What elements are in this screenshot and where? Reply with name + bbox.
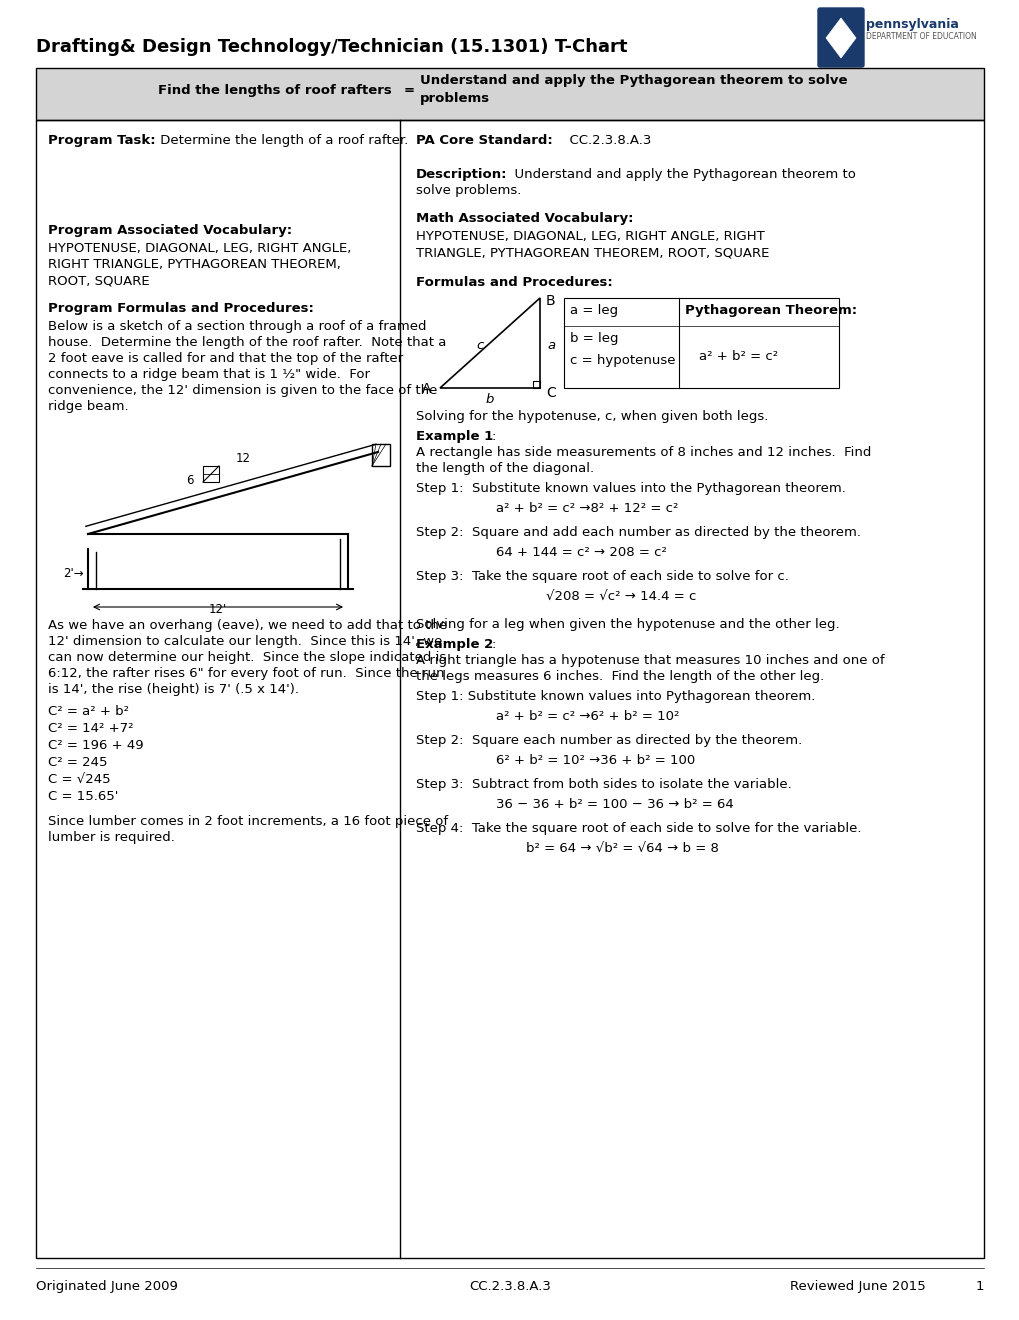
FancyBboxPatch shape (817, 8, 863, 67)
Text: ridge beam.: ridge beam. (48, 400, 128, 413)
Bar (36, 69, 983, 120)
Text: 2'→: 2'→ (63, 568, 84, 579)
Text: TRIANGLE, PYTHAGOREAN THEOREM, ROOT, SQUARE: TRIANGLE, PYTHAGOREAN THEOREM, ROOT, SQU… (416, 246, 768, 259)
Text: HYPOTENUSE, DIAGONAL, LEG, RIGHT ANGLE,: HYPOTENUSE, DIAGONAL, LEG, RIGHT ANGLE, (48, 242, 351, 255)
Text: Step 3:  Subtract from both sides to isolate the variable.: Step 3: Subtract from both sides to isol… (416, 777, 791, 791)
Text: CC.2.3.8.A.3: CC.2.3.8.A.3 (560, 135, 651, 147)
Text: Pythagorean Theorem:: Pythagorean Theorem: (685, 304, 856, 317)
Bar (564, 298, 839, 388)
Text: is 14', the rise (height) is 7' (.5 x 14').: is 14', the rise (height) is 7' (.5 x 14… (48, 682, 299, 696)
Text: A: A (422, 381, 431, 396)
Text: Solving for the hypotenuse, c, when given both legs.: Solving for the hypotenuse, c, when give… (416, 411, 767, 422)
Text: 36 − 36 + b² = 100 − 36 → b² = 64: 36 − 36 + b² = 100 − 36 → b² = 64 (495, 799, 733, 810)
Text: DEPARTMENT OF EDUCATION: DEPARTMENT OF EDUCATION (865, 32, 976, 41)
Text: Step 1: Substitute known values into Pythagorean theorem.: Step 1: Substitute known values into Pyt… (416, 690, 814, 704)
Text: CC.2.3.8.A.3: CC.2.3.8.A.3 (469, 1280, 550, 1294)
Text: convenience, the 12' dimension is given to the face of the: convenience, the 12' dimension is given … (48, 384, 437, 397)
Text: c: c (476, 339, 483, 352)
Text: Understand and apply the Pythagorean theorem to: Understand and apply the Pythagorean the… (505, 168, 855, 181)
Text: Understand and apply the Pythagorean theorem to solve: Understand and apply the Pythagorean the… (420, 74, 847, 87)
Text: Step 1:  Substitute known values into the Pythagorean theorem.: Step 1: Substitute known values into the… (416, 482, 845, 495)
Text: b: b (485, 393, 494, 407)
Text: :: : (491, 638, 496, 651)
Text: HYPOTENUSE, DIAGONAL, LEG, RIGHT ANGLE, RIGHT: HYPOTENUSE, DIAGONAL, LEG, RIGHT ANGLE, … (416, 230, 764, 243)
Text: Find the lengths of roof rafters: Find the lengths of roof rafters (158, 84, 391, 96)
Text: =: = (404, 84, 415, 96)
Text: the length of the diagonal.: the length of the diagonal. (416, 462, 593, 475)
Text: C: C (545, 385, 555, 400)
Text: problems: problems (420, 92, 490, 106)
Text: Program Associated Vocabulary:: Program Associated Vocabulary: (48, 224, 291, 238)
Text: Drafting& Design Technology/Technician (15.1301) T-Chart: Drafting& Design Technology/Technician (… (36, 38, 627, 55)
Text: connects to a ridge beam that is 1 ½" wide.  For: connects to a ridge beam that is 1 ½" wi… (48, 368, 370, 381)
Text: 1: 1 (974, 1280, 983, 1294)
Text: C² = a² + b²: C² = a² + b² (48, 705, 128, 718)
Text: Example 2: Example 2 (416, 638, 493, 651)
Text: Program Task:: Program Task: (48, 135, 156, 147)
Text: b = leg: b = leg (570, 333, 618, 345)
Text: 64 + 144 = c² → 208 = c²: 64 + 144 = c² → 208 = c² (495, 546, 666, 558)
Text: a² + b² = c² →6² + b² = 10²: a² + b² = c² →6² + b² = 10² (495, 710, 679, 723)
Text: ROOT, SQUARE: ROOT, SQUARE (48, 275, 150, 286)
Bar (372, 444, 389, 466)
Text: 12' dimension to calculate our length.  Since this is 14', we: 12' dimension to calculate our length. S… (48, 635, 442, 648)
Text: b² = 64 → √b² = √64 → b = 8: b² = 64 → √b² = √64 → b = 8 (526, 842, 718, 855)
Text: C = √245: C = √245 (48, 774, 110, 785)
Text: Step 4:  Take the square root of each side to solve for the variable.: Step 4: Take the square root of each sid… (416, 822, 861, 836)
Text: 12': 12' (209, 603, 227, 616)
Text: As we have an overhang (eave), we need to add that to the: As we have an overhang (eave), we need t… (48, 619, 446, 632)
Text: 6: 6 (185, 474, 194, 487)
Text: √208 = √c² → 14.4 = c: √208 = √c² → 14.4 = c (545, 590, 696, 603)
Text: solve problems.: solve problems. (416, 183, 521, 197)
Text: Solving for a leg when given the hypotenuse and the other leg.: Solving for a leg when given the hypoten… (416, 618, 839, 631)
Text: a² + b² = c² →8² + 12² = c²: a² + b² = c² →8² + 12² = c² (495, 502, 678, 515)
Text: A right triangle has a hypotenuse that measures 10 inches and one of: A right triangle has a hypotenuse that m… (416, 653, 883, 667)
Text: Step 2:  Square and add each number as directed by the theorem.: Step 2: Square and add each number as di… (416, 525, 860, 539)
Bar (203, 466, 219, 482)
Text: house.  Determine the length of the roof rafter.  Note that a: house. Determine the length of the roof … (48, 337, 446, 348)
Text: pennsylvania: pennsylvania (865, 18, 958, 30)
Text: lumber is required.: lumber is required. (48, 832, 174, 843)
Text: a = leg: a = leg (570, 304, 618, 317)
Text: PA Core Standard:: PA Core Standard: (416, 135, 552, 147)
Bar (36, 120, 983, 1258)
Text: Example 1: Example 1 (416, 430, 493, 444)
Text: C² = 196 + 49: C² = 196 + 49 (48, 739, 144, 752)
Text: C = 15.65': C = 15.65' (48, 789, 118, 803)
Text: Formulas and Procedures:: Formulas and Procedures: (416, 276, 612, 289)
Text: Math Associated Vocabulary:: Math Associated Vocabulary: (416, 213, 633, 224)
Text: Description:: Description: (416, 168, 507, 181)
Text: RIGHT TRIANGLE, PYTHAGOREAN THEOREM,: RIGHT TRIANGLE, PYTHAGOREAN THEOREM, (48, 257, 340, 271)
Text: 6:12, the rafter rises 6" for every foot of run.  Since the run: 6:12, the rafter rises 6" for every foot… (48, 667, 444, 680)
Text: c = hypotenuse: c = hypotenuse (570, 354, 675, 367)
Text: a² + b² = c²: a² + b² = c² (698, 350, 777, 363)
Text: Below is a sketch of a section through a roof of a framed: Below is a sketch of a section through a… (48, 319, 426, 333)
Text: Step 3:  Take the square root of each side to solve for c.: Step 3: Take the square root of each sid… (416, 570, 788, 583)
Polygon shape (825, 18, 855, 58)
Text: 12: 12 (235, 451, 251, 465)
Text: Since lumber comes in 2 foot increments, a 16 foot piece of: Since lumber comes in 2 foot increments,… (48, 814, 447, 828)
Text: Originated June 2009: Originated June 2009 (36, 1280, 177, 1294)
Text: a: a (546, 339, 554, 352)
Text: 2 foot eave is called for and that the top of the rafter: 2 foot eave is called for and that the t… (48, 352, 403, 366)
Text: Step 2:  Square each number as directed by the theorem.: Step 2: Square each number as directed b… (416, 734, 802, 747)
Text: B: B (545, 294, 555, 308)
Text: 6² + b² = 10² →36 + b² = 100: 6² + b² = 10² →36 + b² = 100 (495, 754, 695, 767)
Text: :: : (491, 430, 496, 444)
Text: Reviewed June 2015: Reviewed June 2015 (790, 1280, 925, 1294)
Text: A rectangle has side measurements of 8 inches and 12 inches.  Find: A rectangle has side measurements of 8 i… (416, 446, 870, 459)
Text: Program Formulas and Procedures:: Program Formulas and Procedures: (48, 302, 314, 315)
Text: C² = 14² +7²: C² = 14² +7² (48, 722, 133, 735)
Text: the legs measures 6 inches.  Find the length of the other leg.: the legs measures 6 inches. Find the len… (416, 671, 823, 682)
Text: Determine the length of a roof rafter.: Determine the length of a roof rafter. (156, 135, 408, 147)
Text: C² = 245: C² = 245 (48, 756, 107, 770)
Text: can now determine our height.  Since the slope indicated is: can now determine our height. Since the … (48, 651, 446, 664)
